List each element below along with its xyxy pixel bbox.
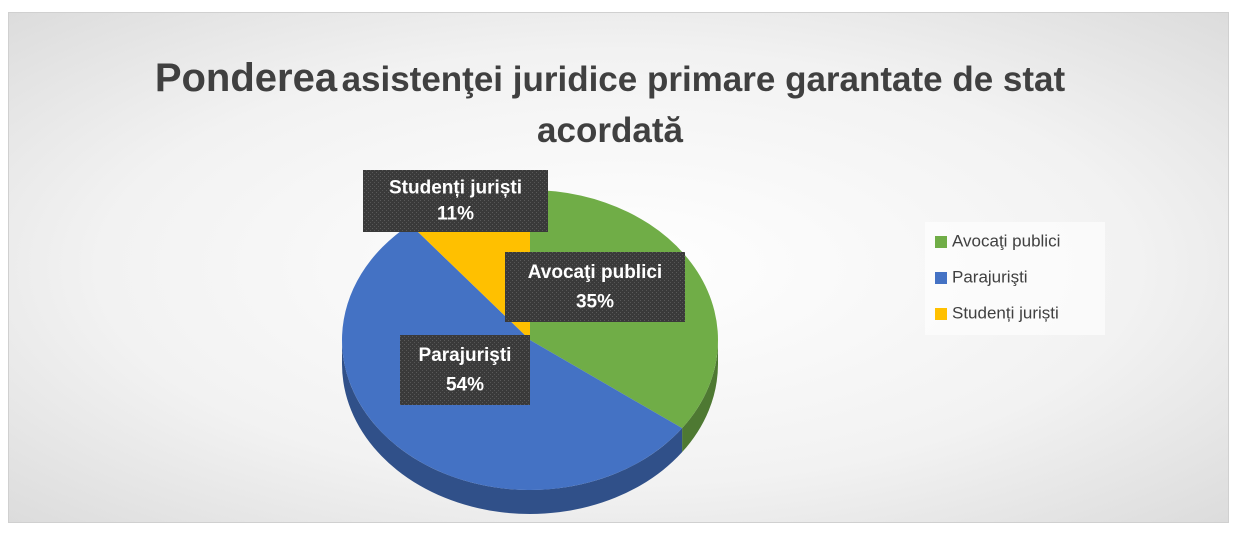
legend-swatch bbox=[935, 272, 947, 284]
slice-side bbox=[342, 340, 683, 514]
legend-label: Avocaţi publici bbox=[952, 231, 1060, 250]
chart-title: Ponderea asistenţei juridice primare gar… bbox=[110, 56, 1110, 160]
data-label-box bbox=[505, 252, 685, 322]
title-part: asistenţei juridice primare garantate de… bbox=[341, 60, 1066, 150]
data-label-name: Avocaţi publici bbox=[528, 262, 662, 283]
legend-box bbox=[925, 222, 1105, 335]
slice-side bbox=[682, 340, 718, 453]
data-label-value: 35% bbox=[576, 291, 614, 312]
legend-label: Parajurişti bbox=[952, 267, 1028, 286]
legend-label: Studenți juriști bbox=[952, 303, 1059, 322]
data-label-name: Parajurişti bbox=[419, 345, 512, 366]
legend-swatch bbox=[935, 236, 947, 248]
data-label-box bbox=[400, 335, 530, 405]
data-label-value: 11% bbox=[437, 204, 474, 225]
data-label-value: 54% bbox=[446, 374, 484, 395]
data-label-box bbox=[363, 170, 548, 232]
data-label-name: Studenți juriști bbox=[389, 178, 522, 199]
legend-swatch bbox=[935, 308, 947, 320]
title-part: Ponderea bbox=[154, 56, 338, 100]
